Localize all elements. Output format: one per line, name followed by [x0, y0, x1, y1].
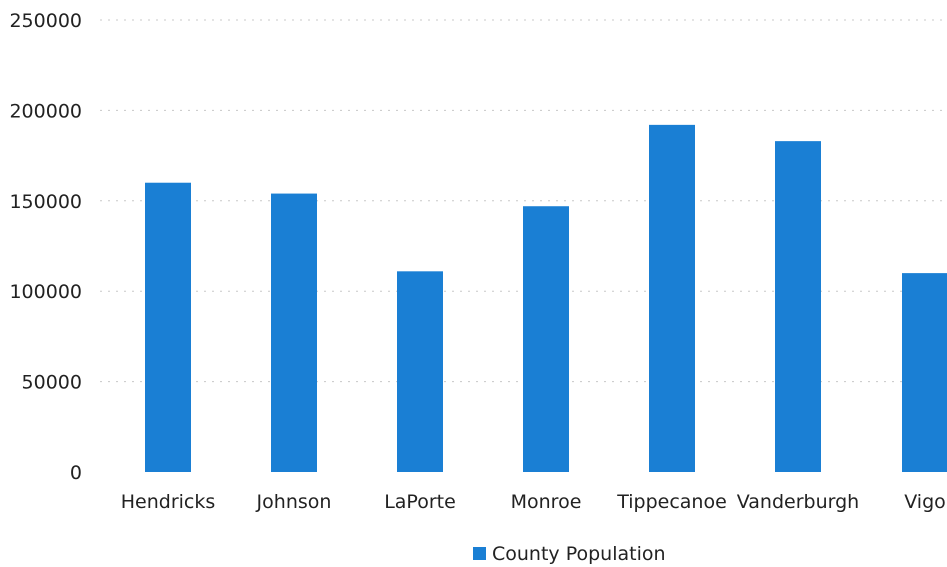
y-tick-label: 100000: [9, 281, 82, 303]
bar-johnson: [271, 193, 317, 472]
legend: County Population: [473, 543, 666, 565]
x-tick-label: LaPorte: [384, 491, 456, 513]
y-tick-label: 200000: [9, 100, 82, 122]
x-tick-label: Monroe: [511, 491, 582, 513]
bar-laporte: [397, 271, 443, 472]
x-tick-label: Tippecanoe: [616, 491, 727, 513]
y-tick-label: 0: [70, 462, 82, 484]
bars: [145, 124, 947, 473]
bar-hendricks: [145, 182, 191, 472]
bar-tippecanoe: [649, 124, 695, 472]
y-axis: 0 50000 100000 150000 200000 250000: [9, 10, 82, 484]
y-tick-label: 50000: [22, 372, 82, 394]
legend-label: County Population: [492, 543, 666, 565]
bar-vanderburgh: [775, 141, 821, 473]
bar-vigo: [902, 273, 947, 472]
x-tick-label: Vigo: [904, 491, 946, 513]
y-tick-label: 250000: [9, 10, 82, 32]
x-axis: Hendricks Johnson LaPorte Monroe Tippecanoe V…: [121, 491, 946, 513]
bar-monroe: [523, 206, 569, 472]
x-tick-label: Vanderburgh: [737, 491, 859, 513]
x-tick-label: Johnson: [256, 491, 332, 513]
y-tick-label: 150000: [9, 191, 82, 213]
x-tick-label: Hendricks: [121, 491, 216, 513]
legend-swatch: [473, 547, 486, 560]
